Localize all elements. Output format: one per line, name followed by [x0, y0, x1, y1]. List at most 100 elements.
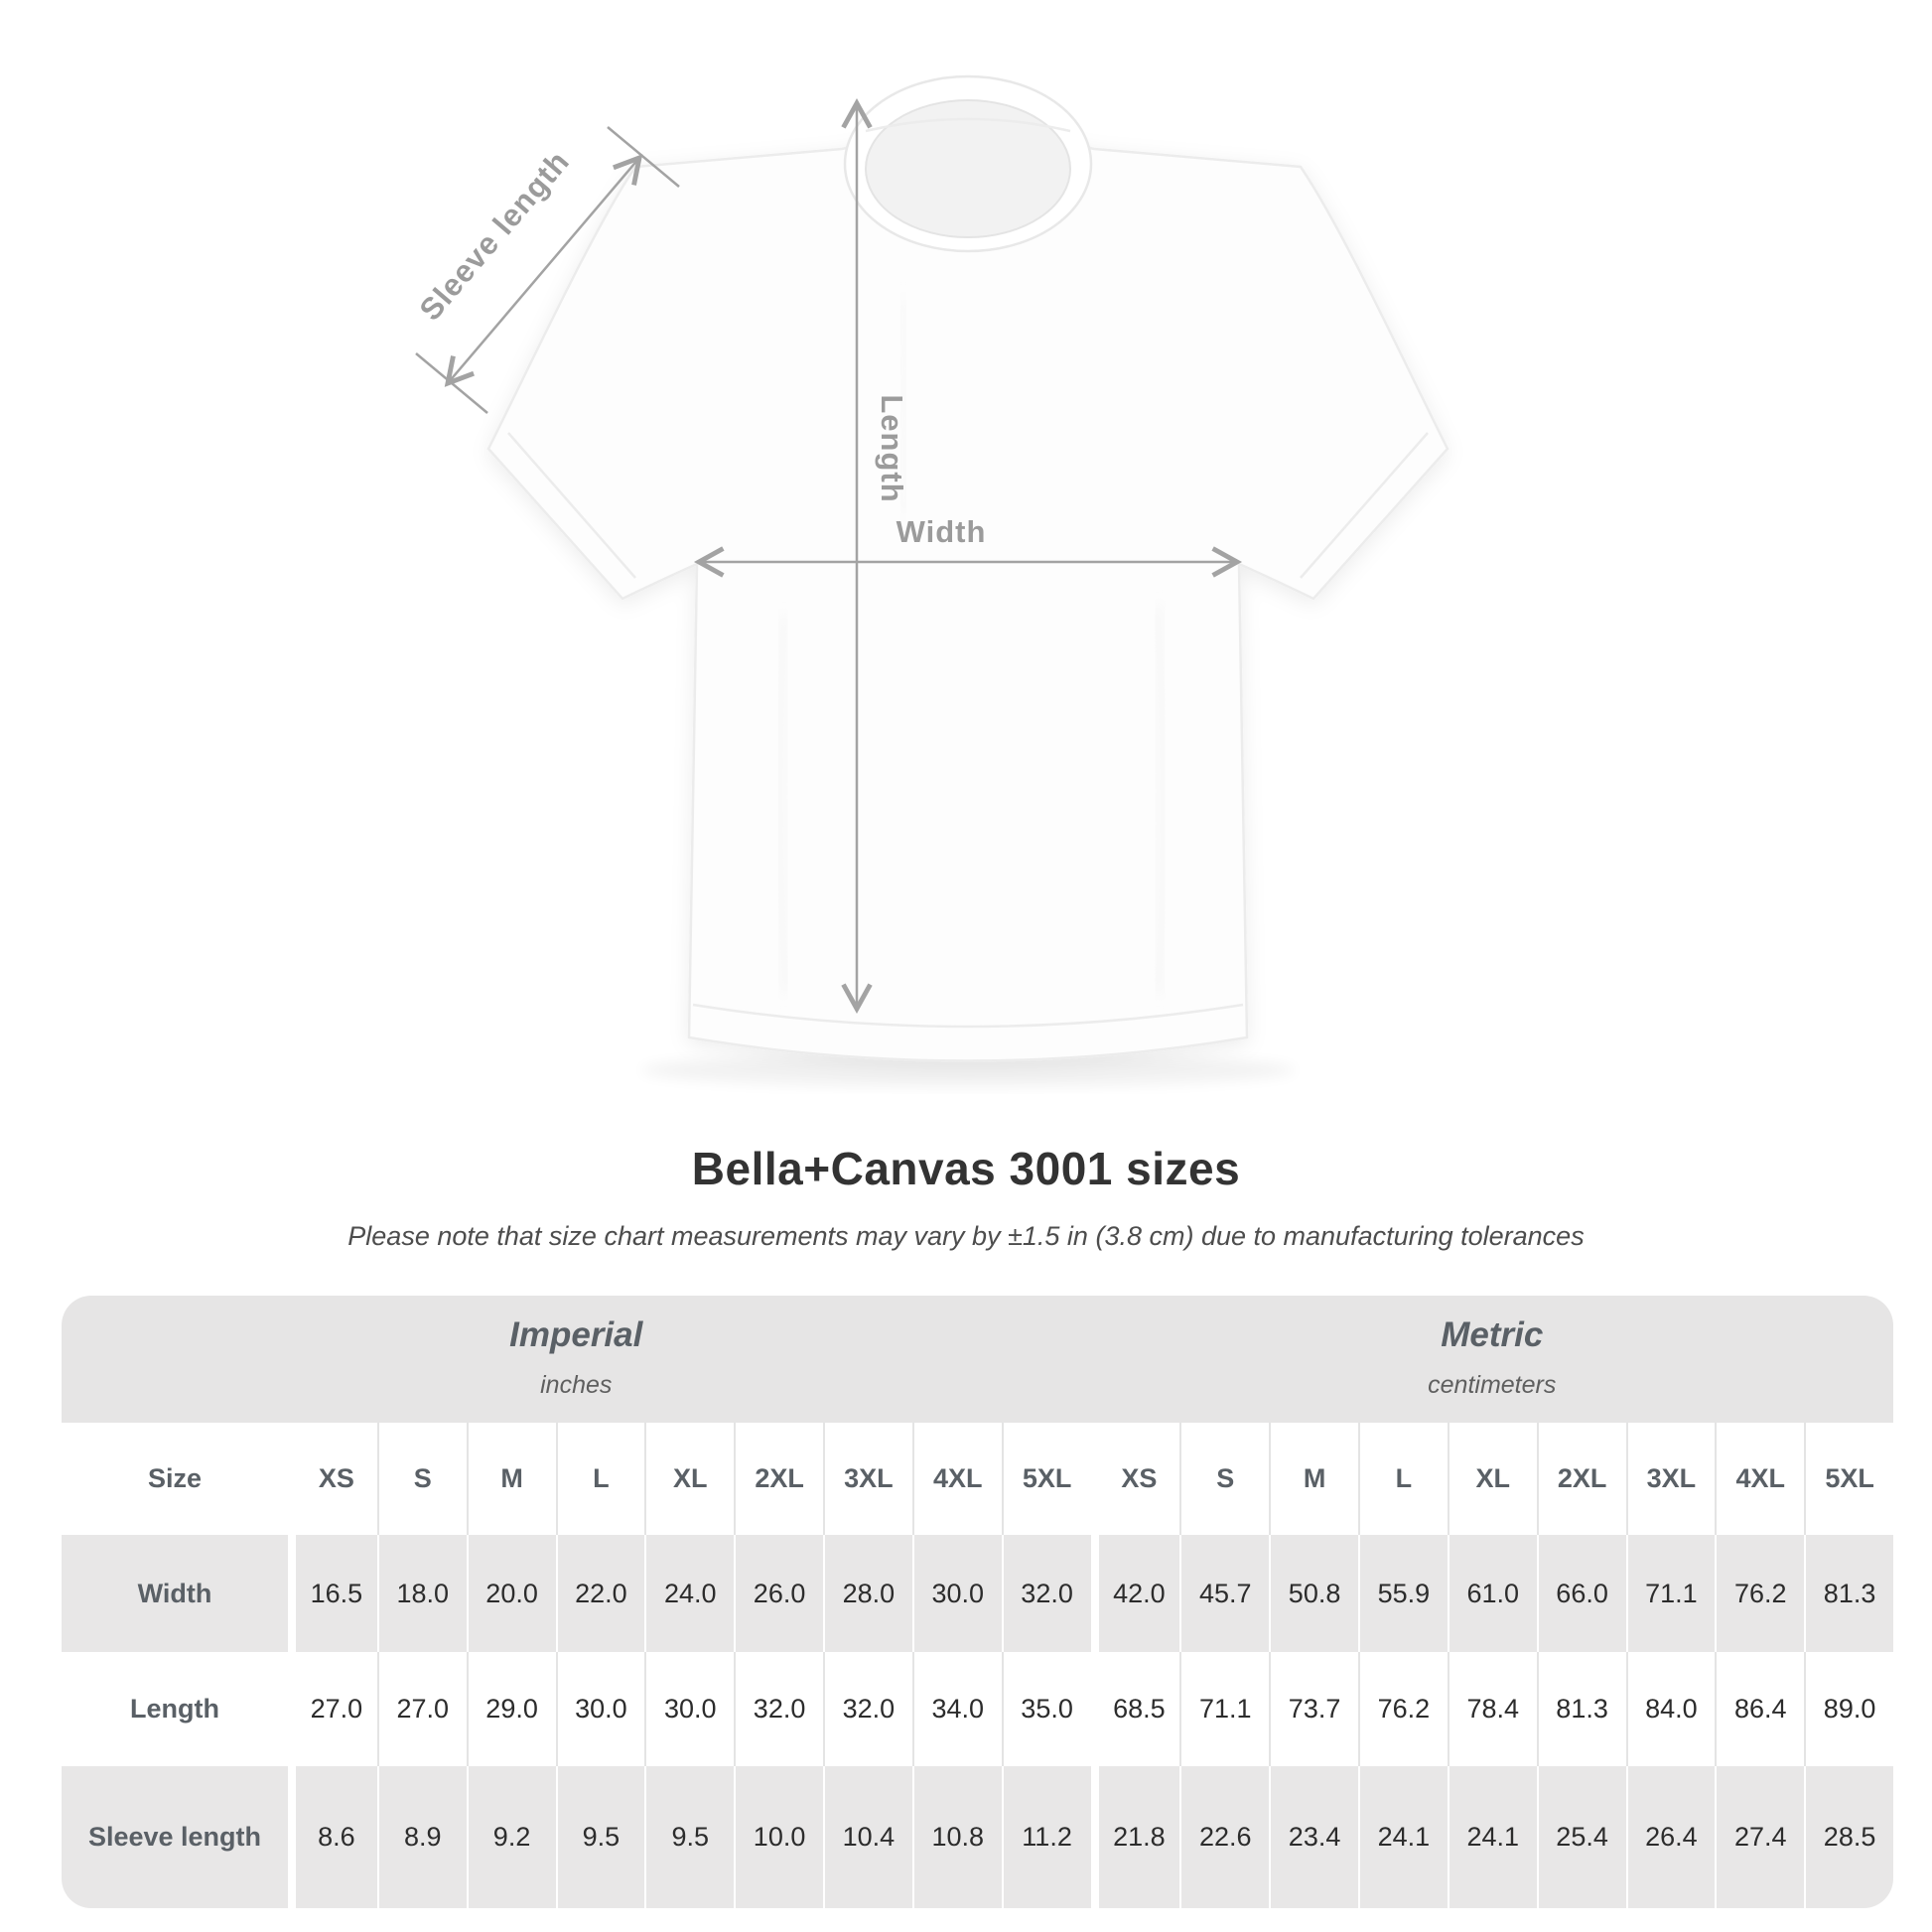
- measurement-value: 26.4: [1625, 1766, 1716, 1908]
- measurement-value: 30.0: [555, 1652, 645, 1766]
- measurement-value: 30.0: [911, 1535, 1002, 1652]
- measurement-value: 20.0: [466, 1535, 556, 1652]
- measurement-value: 24.0: [644, 1535, 734, 1652]
- measurement-value: 27.4: [1715, 1766, 1804, 1908]
- measurement-value: 9.2: [466, 1766, 556, 1908]
- size-col-header: L: [1358, 1423, 1448, 1535]
- size-col-header: XS: [1090, 1423, 1180, 1535]
- measurement-value: 45.7: [1179, 1535, 1269, 1652]
- row-label: Width: [137, 1578, 212, 1608]
- measurement-value: 32.0: [823, 1652, 912, 1766]
- size-col-header: 4XL: [911, 1423, 1002, 1535]
- size-col-header: 5XL: [1001, 1423, 1091, 1535]
- measurement-value: 28.5: [1804, 1766, 1893, 1908]
- measurement-value: 84.0: [1625, 1652, 1716, 1766]
- imperial-unit: inches: [540, 1371, 613, 1399]
- table-row-width: Width 16.5 18.0 20.0 22.0 24.0 26.0 28.0 30.0 32…: [62, 1535, 1893, 1652]
- size-col-header: M: [1269, 1423, 1358, 1535]
- size-col-header: 4XL: [1715, 1423, 1804, 1535]
- size-header-row: Size XS S M L XL 2XL 3XL 4XL 5XL XS S M L XL 2XL 3XL 4XL…: [62, 1423, 1893, 1535]
- measurement-value: 76.2: [1715, 1535, 1804, 1652]
- measurement-value: 76.2: [1358, 1652, 1448, 1766]
- measurement-value: 10.8: [911, 1766, 1002, 1908]
- size-col-header: 3XL: [1625, 1423, 1716, 1535]
- measurement-value: 9.5: [555, 1766, 645, 1908]
- measurement-value: 34.0: [911, 1652, 1002, 1766]
- sleeve-arrow-top-tick: [607, 126, 680, 188]
- size-col-header: S: [1179, 1423, 1269, 1535]
- size-col-header: L: [555, 1423, 645, 1535]
- measurement-value: 32.0: [1001, 1535, 1091, 1652]
- measurement-value: 28.0: [823, 1535, 912, 1652]
- measurement-value: 71.1: [1179, 1652, 1269, 1766]
- tshirt-illustration: [486, 74, 1449, 1062]
- measurement-value: 16.5: [288, 1535, 377, 1652]
- imperial-section-header: Imperial inches: [62, 1296, 1091, 1423]
- left-cuff-stitch: [507, 432, 636, 579]
- size-col-header: 2XL: [734, 1423, 823, 1535]
- size-note: Please note that size chart measurements…: [347, 1221, 1585, 1251]
- fabric-fold: [1153, 605, 1168, 994]
- size-col-header: XS: [288, 1423, 377, 1535]
- measurement-value: 86.4: [1715, 1652, 1804, 1766]
- width-label: Width: [897, 514, 987, 549]
- size-col-header: XL: [644, 1423, 734, 1535]
- sleeve-length-label: Sleeve length: [413, 144, 577, 328]
- measurement-value: 25.4: [1536, 1766, 1626, 1908]
- measurement-value: 22.0: [555, 1535, 645, 1652]
- measurement-value: 30.0: [644, 1652, 734, 1766]
- size-table: Imperial inches Metric centimeters Size …: [62, 1296, 1893, 1908]
- measurement-value: 68.5: [1090, 1652, 1180, 1766]
- size-col-header: S: [376, 1423, 467, 1535]
- table-row-length: Length 27.0 27.0 29.0 30.0 30.0 32.0 32.0 34.0 3…: [62, 1652, 1893, 1766]
- metric-unit: centimeters: [1428, 1371, 1557, 1399]
- size-row-label: Size: [147, 1463, 203, 1493]
- collar-opening: [865, 99, 1071, 238]
- imperial-label: Imperial: [509, 1315, 643, 1354]
- measurement-value: 22.6: [1179, 1766, 1269, 1908]
- measurement-value: 10.4: [823, 1766, 912, 1908]
- measurement-value: 66.0: [1536, 1535, 1626, 1652]
- measurement-value: 8.9: [376, 1766, 467, 1908]
- sleeve-length-arrow: [444, 154, 643, 387]
- row-label: Length: [130, 1694, 219, 1724]
- title-block: Bella+Canvas 3001 sizes Please note that…: [0, 1142, 1932, 1252]
- row-label: Sleeve length: [87, 1822, 262, 1852]
- tshirt-measurement-diagram: Length Width Sleeve length: [413, 74, 1449, 1087]
- fabric-fold: [897, 297, 908, 517]
- measurement-value: 89.0: [1804, 1652, 1893, 1766]
- measurement-value: 9.5: [644, 1766, 734, 1908]
- measurement-value: 73.7: [1269, 1652, 1358, 1766]
- right-cuff-stitch: [1300, 432, 1429, 579]
- measurement-value: 29.0: [466, 1652, 556, 1766]
- measurement-value: 18.0: [376, 1535, 467, 1652]
- measurement-value: 24.1: [1447, 1766, 1537, 1908]
- size-col-header: M: [466, 1423, 556, 1535]
- measurement-value: 8.6: [288, 1766, 377, 1908]
- measurement-value: 71.1: [1625, 1535, 1716, 1652]
- back-collar-seam: [865, 117, 1071, 133]
- measurement-value: 32.0: [734, 1652, 823, 1766]
- measurement-value: 10.0: [734, 1766, 823, 1908]
- size-col-header: 3XL: [823, 1423, 912, 1535]
- page-title: Bella+Canvas 3001 sizes: [691, 1143, 1241, 1194]
- table-row-sleeve-length: Sleeve length 8.6 8.9 9.2 9.5 9.5 10.0 10.4 10.…: [62, 1766, 1893, 1908]
- size-col-header: XL: [1447, 1423, 1537, 1535]
- measurement-value: 21.8: [1090, 1766, 1180, 1908]
- measurement-value: 24.1: [1358, 1766, 1448, 1908]
- hem-shadow: [640, 1053, 1296, 1087]
- measurement-value: 81.3: [1536, 1652, 1626, 1766]
- measurement-value: 23.4: [1269, 1766, 1358, 1908]
- fabric-fold: [775, 615, 790, 994]
- hem-stitch: [692, 1003, 1244, 1029]
- measurement-value: 42.0: [1090, 1535, 1180, 1652]
- size-col-header: 5XL: [1804, 1423, 1893, 1535]
- measurement-value: 55.9: [1358, 1535, 1448, 1652]
- table-unit-header: Imperial inches Metric centimeters: [62, 1296, 1893, 1423]
- measurement-value: 50.8: [1269, 1535, 1358, 1652]
- size-col-header: 2XL: [1536, 1423, 1626, 1535]
- sleeve-arrow-bottom-tick: [415, 352, 488, 414]
- measurement-value: 26.0: [734, 1535, 823, 1652]
- measurement-value: 11.2: [1001, 1766, 1091, 1908]
- length-label: Length: [875, 394, 909, 502]
